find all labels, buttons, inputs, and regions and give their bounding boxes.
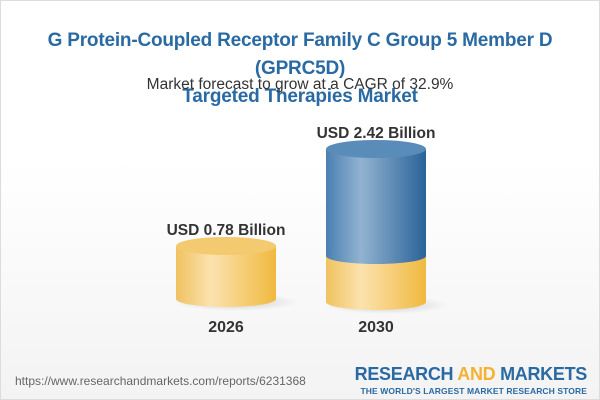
logo-word-research: RESEARCH xyxy=(354,364,458,384)
bar-2026 xyxy=(174,237,298,311)
title-line-1: G Protein-Coupled Receptor Family C Grou… xyxy=(47,30,553,79)
logo-tagline: THE WORLD'S LARGEST MARKET RESEARCH STOR… xyxy=(360,386,587,396)
source-url[interactable]: https://www.researchandmarkets.com/repor… xyxy=(15,374,306,388)
title-line-2: Targeted Therapies Market xyxy=(182,86,418,107)
data-label-2026: USD 0.78 Billion xyxy=(166,222,286,239)
chart-subtitle: Market forecast to grow at a CAGR of 32.… xyxy=(146,76,454,93)
bar-2030 xyxy=(324,140,448,314)
brand-logo: RESEARCH AND MARKETS THE WORLD'S LARGEST… xyxy=(354,364,588,396)
x-label-2030: 2030 xyxy=(358,319,394,336)
logo-word-and: AND xyxy=(457,364,496,384)
data-label-2030: USD 2.42 Billion xyxy=(316,125,436,142)
chart-title: G Protein-Coupled Receptor Family C Grou… xyxy=(1,27,599,111)
x-label-2026: 2026 xyxy=(208,319,244,336)
logo-word-markets: MARKETS xyxy=(495,364,587,384)
